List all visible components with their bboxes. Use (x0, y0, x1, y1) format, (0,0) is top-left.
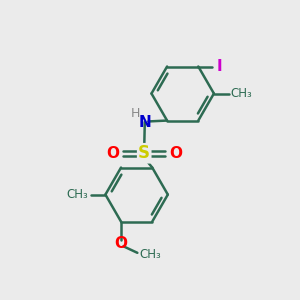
Text: I: I (216, 59, 222, 74)
Text: H: H (130, 107, 140, 120)
Text: O: O (115, 236, 128, 251)
Text: N: N (138, 115, 151, 130)
Text: O: O (106, 146, 119, 161)
Text: CH₃: CH₃ (66, 188, 88, 201)
Text: CH₃: CH₃ (231, 87, 253, 100)
Text: O: O (169, 146, 182, 161)
Text: S: S (138, 144, 150, 162)
Text: CH₃: CH₃ (140, 248, 161, 261)
